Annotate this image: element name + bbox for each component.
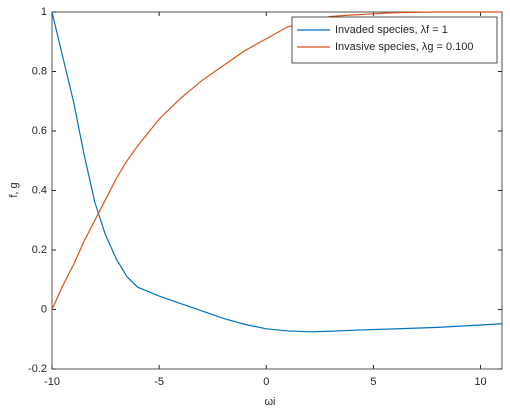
- legend-label: Invasive species, λg = 0.100: [335, 41, 474, 53]
- x-axis-label: ωi: [264, 396, 275, 408]
- x-tick-label: -10: [44, 376, 60, 388]
- legend-label: Invaded species, λf = 1: [335, 24, 448, 36]
- plot-area: [51, 11, 503, 370]
- y-tick-label: 0.2: [32, 244, 47, 256]
- data-line: [51, 11, 503, 333]
- y-tick-label: -0.2: [28, 363, 47, 375]
- y-tick-label: 0.4: [32, 184, 47, 196]
- x-tick-label: -5: [154, 376, 164, 388]
- legend-box: [291, 16, 498, 64]
- x-tick-label: 0: [263, 376, 269, 388]
- y-tick-label: 1: [41, 6, 47, 18]
- x-tick-label: 10: [474, 376, 486, 388]
- x-tick-label: 5: [370, 376, 376, 388]
- y-tick-label: 0: [41, 303, 47, 315]
- y-tick-label: 0.8: [32, 65, 47, 77]
- y-axis-label: f, g: [8, 182, 20, 197]
- data-line: [51, 11, 502, 310]
- y-tick-label: 0.6: [32, 125, 47, 137]
